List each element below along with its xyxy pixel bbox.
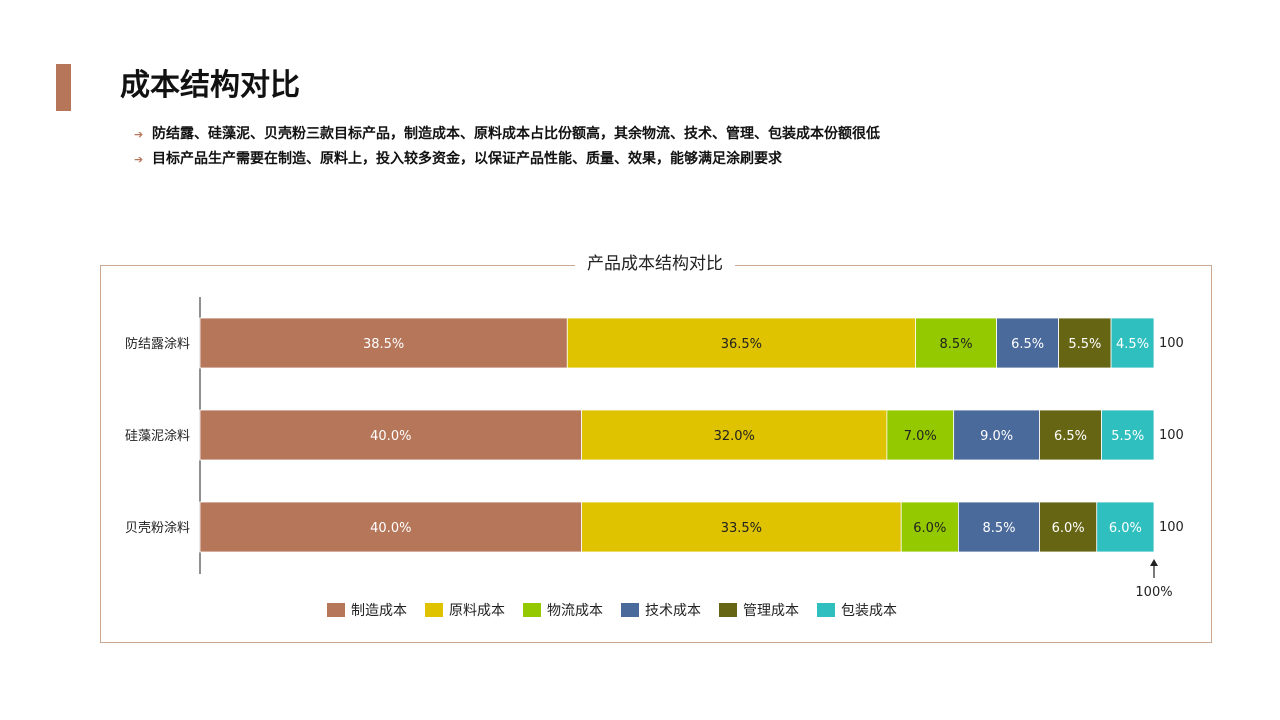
bar-segment bbox=[886, 409, 955, 461]
bar-segment bbox=[581, 501, 902, 553]
legend-label: 制造成本 bbox=[351, 603, 407, 619]
legend-item: 管理成本 bbox=[719, 600, 799, 620]
end-marker-arrowhead-icon bbox=[1150, 559, 1158, 566]
data-label: 40.0% bbox=[370, 429, 411, 444]
chart-title: 产品成本结构对比 bbox=[575, 252, 735, 276]
data-label: 5.5% bbox=[1068, 337, 1101, 352]
total-label: 100 bbox=[1159, 520, 1184, 535]
bar-segment bbox=[199, 501, 583, 553]
legend-item: 原料成本 bbox=[425, 600, 505, 620]
bar-segment bbox=[199, 317, 568, 369]
data-label: 8.5% bbox=[940, 337, 973, 352]
bar-segment bbox=[1101, 409, 1155, 461]
total-label: 100 bbox=[1159, 428, 1184, 443]
legend-swatch bbox=[523, 603, 541, 617]
data-label: 32.0% bbox=[714, 429, 755, 444]
bar-segment bbox=[1110, 317, 1155, 369]
title-accent-bar bbox=[56, 64, 71, 111]
data-label: 6.0% bbox=[913, 521, 946, 536]
legend-label: 管理成本 bbox=[743, 603, 799, 619]
category-label: 贝壳粉涂料 bbox=[125, 520, 190, 536]
bullet-text: 防结露、硅藻泥、贝壳粉三款目标产品，制造成本、原料成本占比份额高，其余物流、技术… bbox=[152, 126, 880, 142]
legend-swatch bbox=[817, 603, 835, 617]
end-marker-label: 100% bbox=[1135, 585, 1172, 600]
legend-item: 包装成本 bbox=[817, 600, 897, 620]
bullet-item: ➔ 防结露、硅藻泥、贝壳粉三款目标产品，制造成本、原料成本占比份额高，其余物流、技… bbox=[134, 122, 880, 147]
data-label: 36.5% bbox=[721, 337, 762, 352]
data-label: 9.0% bbox=[980, 429, 1013, 444]
data-label: 6.0% bbox=[1052, 521, 1085, 536]
data-label: 6.5% bbox=[1011, 337, 1044, 352]
data-label: 6.5% bbox=[1054, 429, 1087, 444]
bar-segment bbox=[958, 501, 1040, 553]
total-label: 100 bbox=[1159, 336, 1184, 351]
bar-segment bbox=[566, 317, 916, 369]
arrow-right-icon: ➔ bbox=[134, 153, 144, 166]
data-label: 38.5% bbox=[363, 337, 404, 352]
legend-label: 技术成本 bbox=[645, 603, 701, 619]
data-label: 4.5% bbox=[1116, 337, 1149, 352]
category-label: 防结露涂料 bbox=[125, 336, 190, 352]
page-title: 成本结构对比 bbox=[120, 68, 300, 103]
arrow-right-icon: ➔ bbox=[134, 128, 144, 141]
chart-legend: 制造成本 原料成本 物流成本 技术成本 管理成本 包装成本 bbox=[0, 600, 1252, 620]
bar-segment bbox=[900, 501, 959, 553]
category-label: 硅藻泥涂料 bbox=[125, 428, 190, 444]
data-label: 40.0% bbox=[370, 521, 411, 536]
data-label: 7.0% bbox=[904, 429, 937, 444]
bullet-list: ➔ 防结露、硅藻泥、贝壳粉三款目标产品，制造成本、原料成本占比份额高，其余物流、技… bbox=[134, 122, 880, 172]
data-label: 5.5% bbox=[1111, 429, 1144, 444]
legend-swatch bbox=[719, 603, 737, 617]
bar-segment bbox=[915, 317, 997, 369]
legend-item: 物流成本 bbox=[523, 600, 603, 620]
legend-label: 原料成本 bbox=[449, 603, 505, 619]
legend-label: 物流成本 bbox=[547, 603, 603, 619]
bar-segment bbox=[581, 409, 888, 461]
legend-swatch bbox=[327, 603, 345, 617]
data-label: 6.0% bbox=[1109, 521, 1142, 536]
legend-swatch bbox=[425, 603, 443, 617]
bullet-text: 目标产品生产需要在制造、原料上，投入较多资金，以保证产品性能、质量、效果，能够满… bbox=[152, 151, 782, 167]
bar-segment bbox=[1096, 501, 1155, 553]
legend-label: 包装成本 bbox=[841, 603, 897, 619]
data-label: 8.5% bbox=[982, 521, 1015, 536]
data-label: 33.5% bbox=[721, 521, 762, 536]
bullet-item: ➔ 目标产品生产需要在制造、原料上，投入较多资金，以保证产品性能、质量、效果，能够… bbox=[134, 147, 880, 172]
bar-segment bbox=[953, 409, 1040, 461]
legend-item: 制造成本 bbox=[327, 600, 407, 620]
legend-swatch bbox=[621, 603, 639, 617]
legend-item: 技术成本 bbox=[621, 600, 701, 620]
